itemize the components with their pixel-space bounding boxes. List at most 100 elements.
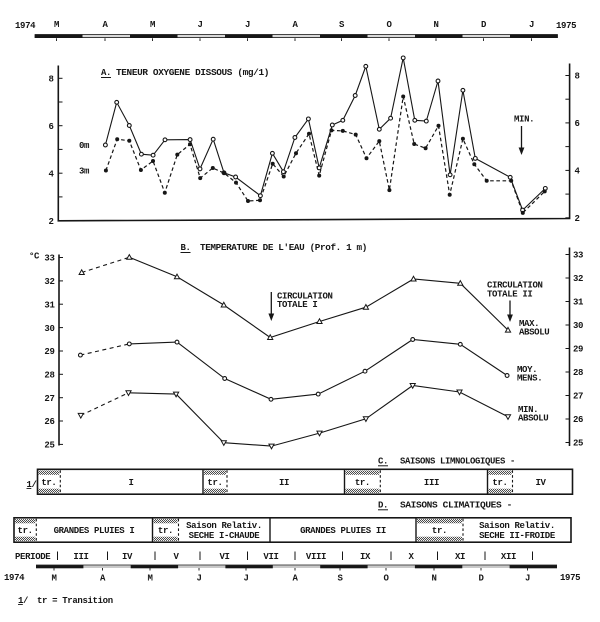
svg-text:33: 33	[44, 254, 54, 264]
svg-text:MOY.: MOY.	[517, 365, 537, 375]
svg-text:IV: IV	[535, 478, 546, 488]
svg-text:O: O	[386, 20, 392, 30]
svg-text:25: 25	[44, 441, 54, 451]
svg-text:tr.: tr.	[432, 526, 447, 536]
svg-text:VII: VII	[263, 552, 278, 562]
svg-text:2: 2	[575, 214, 580, 224]
svg-text:0m: 0m	[79, 141, 90, 151]
svg-text:tr.: tr.	[207, 478, 222, 488]
svg-text:III: III	[73, 552, 88, 562]
svg-text:N: N	[433, 20, 438, 30]
svg-text:°C: °C	[29, 252, 40, 262]
svg-text:31: 31	[44, 300, 55, 310]
svg-text:Saison Relativ.: Saison Relativ.	[186, 521, 262, 531]
svg-text:tr.: tr.	[41, 478, 56, 488]
svg-text:1974: 1974	[15, 21, 36, 31]
svg-text:TENEUR OXYGENE DISSOUS (mg/1): TENEUR OXYGENE DISSOUS (mg/1)	[116, 68, 269, 78]
svg-text:A: A	[292, 20, 298, 30]
svg-text:8: 8	[575, 72, 580, 82]
svg-text:32: 32	[573, 274, 583, 284]
svg-text:MIN.: MIN.	[514, 115, 534, 125]
svg-text:MENS.: MENS.	[517, 374, 542, 384]
svg-text:tr.: tr.	[18, 526, 33, 536]
svg-text:26: 26	[44, 417, 54, 427]
svg-text:N: N	[431, 574, 436, 584]
svg-text:IV: IV	[122, 552, 133, 562]
svg-text:M: M	[54, 20, 59, 30]
svg-text:ABSOLU: ABSOLU	[519, 328, 549, 338]
svg-text:tr.: tr.	[492, 478, 507, 488]
svg-text:28: 28	[573, 368, 583, 378]
svg-text:S: S	[337, 574, 343, 584]
svg-text:TOTALE I: TOTALE I	[277, 300, 317, 310]
svg-text:tr.: tr.	[158, 526, 173, 536]
svg-text:6: 6	[48, 122, 53, 132]
svg-text:4: 4	[575, 167, 581, 177]
svg-text:J: J	[197, 20, 202, 30]
svg-text:III: III	[424, 478, 439, 488]
svg-text:M: M	[147, 574, 152, 584]
svg-text:25: 25	[573, 439, 583, 449]
svg-text:II: II	[279, 478, 289, 488]
svg-text:29: 29	[44, 347, 54, 357]
svg-text:6: 6	[575, 119, 580, 129]
svg-text:1/: 1/	[18, 596, 28, 606]
svg-text:tr.: tr.	[355, 478, 370, 488]
svg-text:tr = Transition: tr = Transition	[37, 596, 113, 606]
svg-text:CIRCULATION: CIRCULATION	[487, 281, 543, 291]
svg-text:XI: XI	[455, 552, 465, 562]
svg-text:PERIODE: PERIODE	[15, 552, 51, 562]
svg-text:B.: B.	[181, 243, 191, 253]
svg-text:29: 29	[573, 345, 583, 355]
svg-text:32: 32	[44, 277, 54, 287]
svg-text:GRANDES PLUIES II: GRANDES PLUIES II	[300, 526, 386, 536]
svg-text:C.: C.	[378, 457, 388, 467]
svg-text:I: I	[128, 478, 133, 488]
svg-text:XII: XII	[501, 552, 516, 562]
svg-text:30: 30	[44, 324, 54, 334]
svg-text:A: A	[100, 574, 106, 584]
svg-text:CIRCULATION: CIRCULATION	[277, 292, 333, 302]
svg-text:A: A	[292, 574, 298, 584]
svg-text:D: D	[478, 574, 484, 584]
svg-text:4: 4	[48, 169, 54, 179]
svg-text:26: 26	[573, 415, 583, 425]
svg-text:A.: A.	[101, 68, 111, 78]
svg-text:MIN.: MIN.	[518, 405, 538, 415]
svg-text:MAX.: MAX.	[519, 319, 539, 329]
svg-text:27: 27	[44, 394, 54, 404]
svg-text:J: J	[196, 574, 201, 584]
svg-text:TOTALE II: TOTALE II	[487, 290, 532, 300]
svg-text:27: 27	[573, 392, 583, 402]
svg-text:3m: 3m	[79, 167, 90, 177]
svg-text:VIII: VIII	[306, 552, 326, 562]
svg-text:M: M	[150, 20, 155, 30]
svg-text:J: J	[243, 574, 248, 584]
svg-text:M: M	[51, 574, 56, 584]
svg-text:V: V	[173, 552, 179, 562]
svg-text:J: J	[525, 574, 530, 584]
svg-text:J: J	[245, 20, 250, 30]
svg-text:J: J	[529, 20, 534, 30]
svg-text:IX: IX	[360, 552, 371, 562]
svg-text:1975: 1975	[560, 573, 580, 583]
svg-text:30: 30	[573, 321, 583, 331]
svg-text:A: A	[102, 20, 108, 30]
svg-text:Saison Relativ.: Saison Relativ.	[479, 521, 555, 531]
svg-text:D.: D.	[378, 501, 388, 511]
svg-text:SAISONS CLIMATIQUES -: SAISONS CLIMATIQUES -	[400, 501, 512, 511]
svg-text:O: O	[383, 574, 389, 584]
svg-text:31: 31	[573, 298, 584, 308]
svg-text:1974: 1974	[4, 573, 25, 583]
svg-text:VI: VI	[219, 552, 229, 562]
svg-text:33: 33	[573, 251, 583, 261]
svg-text:2: 2	[48, 217, 53, 227]
svg-text:8: 8	[48, 75, 53, 85]
svg-text:SECHE I-CHAUDE: SECHE I-CHAUDE	[189, 531, 261, 541]
svg-text:SAISONS LIMNOLOGIQUES -: SAISONS LIMNOLOGIQUES -	[400, 457, 515, 467]
svg-text:X: X	[408, 552, 414, 562]
svg-text:D: D	[481, 20, 487, 30]
svg-text:28: 28	[44, 371, 54, 381]
svg-text:TEMPERATURE DE L'EAU (Prof. 1: TEMPERATURE DE L'EAU (Prof. 1 m)	[200, 243, 367, 253]
svg-text:1/: 1/	[27, 480, 37, 490]
